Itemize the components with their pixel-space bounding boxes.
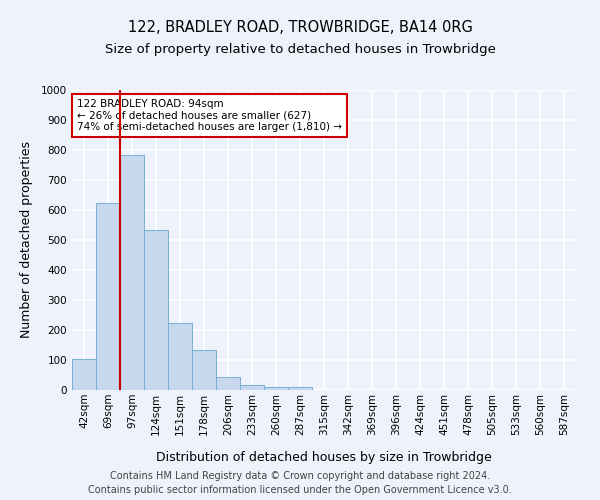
Text: 122, BRADLEY ROAD, TROWBRIDGE, BA14 0RG: 122, BRADLEY ROAD, TROWBRIDGE, BA14 0RG	[128, 20, 472, 35]
Bar	[192, 350, 216, 390]
Bar	[264, 387, 288, 390]
Bar	[288, 387, 312, 390]
Bar	[216, 377, 240, 390]
Bar	[168, 324, 192, 390]
Bar	[144, 230, 168, 390]
Bar	[96, 203, 120, 390]
Text: 122 BRADLEY ROAD: 94sqm
← 26% of detached houses are smaller (627)
74% of semi-d: 122 BRADLEY ROAD: 94sqm ← 26% of detache…	[77, 99, 342, 132]
Bar	[120, 155, 144, 390]
Y-axis label: Number of detached properties: Number of detached properties	[20, 142, 32, 338]
Text: Distribution of detached houses by size in Trowbridge: Distribution of detached houses by size …	[156, 451, 492, 464]
Text: Contains HM Land Registry data © Crown copyright and database right 2024.
Contai: Contains HM Land Registry data © Crown c…	[88, 471, 512, 495]
Bar	[72, 359, 96, 390]
Bar	[240, 384, 264, 390]
Text: Size of property relative to detached houses in Trowbridge: Size of property relative to detached ho…	[104, 42, 496, 56]
